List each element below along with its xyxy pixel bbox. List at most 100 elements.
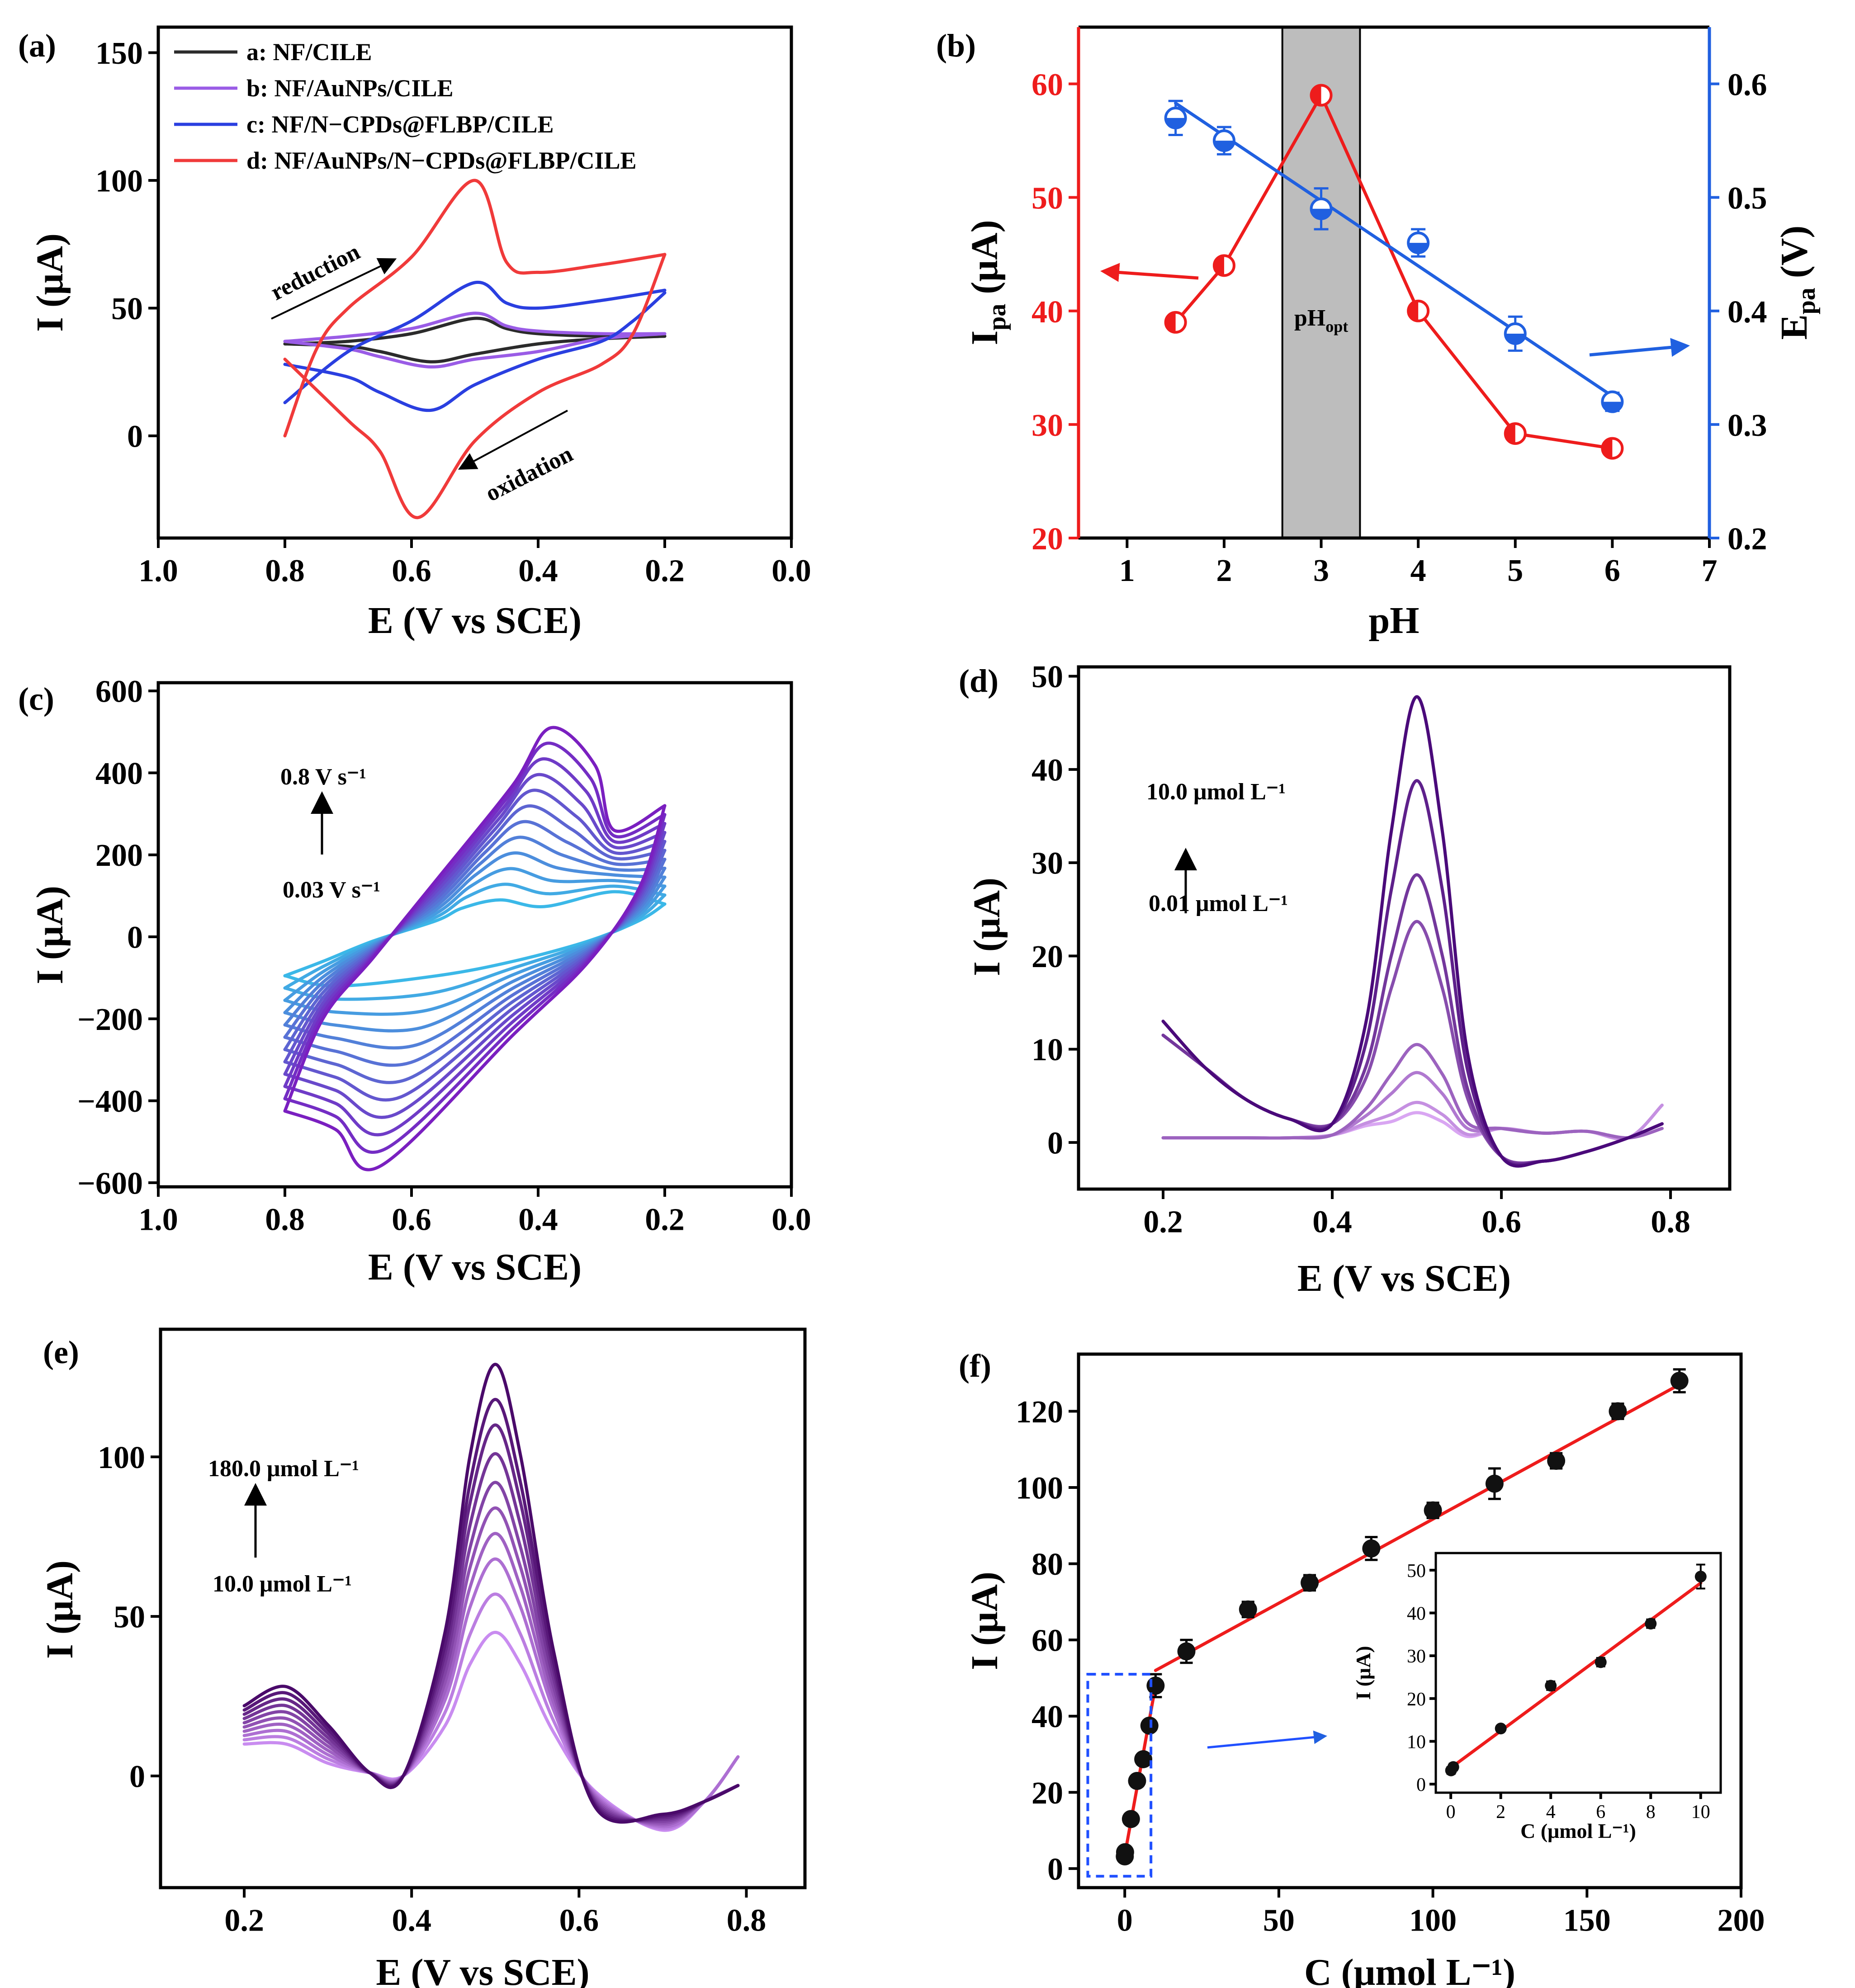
- annotation-high: 0.8 V s⁻¹: [280, 764, 366, 790]
- scan-rate-curve-7-forward: [283, 804, 667, 1051]
- x-tick-label: 0.4: [518, 1203, 558, 1237]
- data-point: [1128, 1772, 1146, 1790]
- annotation-low: 0.01 μmol L⁻¹: [1149, 891, 1288, 916]
- x-tick-label: 0.4: [1312, 1205, 1352, 1240]
- inset-y-tick-label: 50: [1407, 1561, 1426, 1582]
- x-axis-title: E (V vs SCE): [1297, 1257, 1511, 1299]
- inset-x-tick-label: 6: [1596, 1802, 1605, 1823]
- panel-d: 0.2 0.4 0.6 0.8 0 10 20 30 40 50 (d) I (μA) E (V vs …: [959, 660, 1732, 1299]
- inset-data-point: [1595, 1656, 1607, 1668]
- dpv-curve-4: [1161, 1043, 1664, 1140]
- y-tick-label: 400: [95, 756, 143, 791]
- inset-fit-line: [1449, 1581, 1703, 1770]
- plot-frame: [1077, 665, 1732, 1191]
- scan-rate-curve-10-forward: [283, 757, 667, 1088]
- epa-point-fill: [1214, 141, 1234, 151]
- y-left-tick-label: 60: [1032, 68, 1063, 103]
- x-tick-label: 4: [1410, 553, 1426, 588]
- inset-x-tick-label: 0: [1446, 1802, 1456, 1823]
- data-point: [1177, 1642, 1196, 1661]
- series-line-1-forward: [283, 316, 667, 346]
- x-tick-label: 0.2: [645, 1203, 685, 1237]
- legend-label: d: NF/AuNPs/N−CPDs@FLBP/CILE: [246, 147, 637, 174]
- y-tick-label: −600: [77, 1166, 143, 1201]
- y-tick-label: 80: [1032, 1547, 1063, 1582]
- panel-label: (e): [43, 1334, 79, 1370]
- inset-y-tick-label: 20: [1407, 1689, 1426, 1710]
- panel-label: (b): [936, 28, 976, 64]
- inset-y-tick-label: 30: [1407, 1646, 1426, 1667]
- annotation-oxidation: oxidation: [482, 441, 577, 506]
- inset-x-tick-label: 4: [1546, 1802, 1556, 1823]
- zoom-region-box: [1086, 1673, 1153, 1878]
- inset-x-axis-title: C (μmol L⁻¹): [1520, 1819, 1636, 1842]
- y-left-tick-label: 20: [1032, 522, 1063, 557]
- inset-x-tick-label: 10: [1691, 1802, 1710, 1823]
- ipa-line: [1174, 94, 1614, 450]
- panel-label: (f): [959, 1348, 991, 1384]
- inset-data-point: [1694, 1571, 1707, 1583]
- scan-rate-curve-2-forward: [283, 883, 667, 990]
- y-tick-label: 100: [95, 164, 143, 199]
- dpv-curve-1: [242, 1630, 740, 1832]
- data-point: [1424, 1501, 1442, 1520]
- x-tick-label: 100: [1409, 1903, 1457, 1938]
- y-tick-label: 0: [127, 921, 143, 955]
- data-point: [1116, 1843, 1134, 1861]
- data-point: [1134, 1750, 1153, 1768]
- x-tick-label: 0.8: [265, 554, 305, 589]
- inset-y-tick-label: 0: [1416, 1775, 1426, 1795]
- zoom-arrow: [1207, 1730, 1327, 1749]
- inset-data-point: [1645, 1618, 1657, 1630]
- x-tick-label: 0: [1117, 1903, 1133, 1938]
- y-tick-label: 120: [1016, 1395, 1063, 1430]
- series-line-3-reverse: [283, 291, 667, 412]
- x-tick-label: 0.0: [771, 554, 811, 589]
- epa-point-fill: [1602, 401, 1623, 412]
- panel-label: (c): [18, 681, 54, 717]
- left-axis-arrow: [1100, 263, 1199, 282]
- scan-rate-curve-5-reverse: [283, 866, 667, 1050]
- dpv-curve-5: [1161, 920, 1664, 1165]
- plot-frame: [156, 25, 793, 540]
- x-tick-label: 3: [1313, 553, 1329, 588]
- series-line-4-forward: [283, 179, 667, 438]
- y-left-axis-title: Ipa (μA): [964, 220, 1011, 345]
- inset-y-tick-label: 10: [1407, 1732, 1426, 1752]
- epa-fit-line: [1174, 101, 1614, 398]
- ipa-point-fill: [1165, 312, 1176, 332]
- scan-rate-curve-6-forward: [283, 820, 667, 1039]
- y-tick-label: −200: [77, 1002, 143, 1037]
- x-tick-label: 0.0: [771, 1203, 811, 1237]
- y-left-tick-label: 30: [1032, 408, 1063, 443]
- series-line-4-reverse: [283, 253, 667, 519]
- x-axis-title: E (V vs SCE): [368, 1246, 582, 1288]
- y-tick-label: 50: [111, 292, 143, 326]
- inset-x-tick-label: 8: [1646, 1802, 1656, 1823]
- y-tick-label: 50: [114, 1600, 145, 1635]
- y-right-axis-title: Epa (V): [1773, 226, 1821, 340]
- y-tick-label: 20: [1032, 940, 1063, 974]
- dpv-curve-6: [1161, 873, 1664, 1166]
- inset-data-point: [1495, 1723, 1507, 1735]
- y-tick-label: 100: [1016, 1471, 1063, 1506]
- fit-line-high: [1154, 1383, 1681, 1672]
- y-tick-label: 150: [95, 36, 143, 71]
- dpv-curve-6: [242, 1481, 740, 1823]
- y-right-tick-label: 0.3: [1727, 408, 1767, 443]
- x-tick-label: 0.8: [265, 1203, 305, 1237]
- y-tick-label: −400: [77, 1084, 143, 1119]
- y-tick-label: 10: [1032, 1033, 1063, 1067]
- y-axis-title: I (μA): [39, 1560, 81, 1659]
- scan-rate-curve-9-forward: [283, 773, 667, 1076]
- data-point: [1670, 1372, 1689, 1390]
- inset-y-tick-label: 40: [1407, 1604, 1426, 1624]
- y-tick-label: 30: [1032, 846, 1063, 881]
- scan-rate-curve-4-forward: [283, 851, 667, 1015]
- epa-point-fill: [1505, 334, 1525, 344]
- epa-point-fill: [1165, 118, 1186, 128]
- panel-label: (d): [959, 663, 998, 699]
- data-point: [1301, 1573, 1319, 1592]
- plot-frame: [159, 1327, 807, 1889]
